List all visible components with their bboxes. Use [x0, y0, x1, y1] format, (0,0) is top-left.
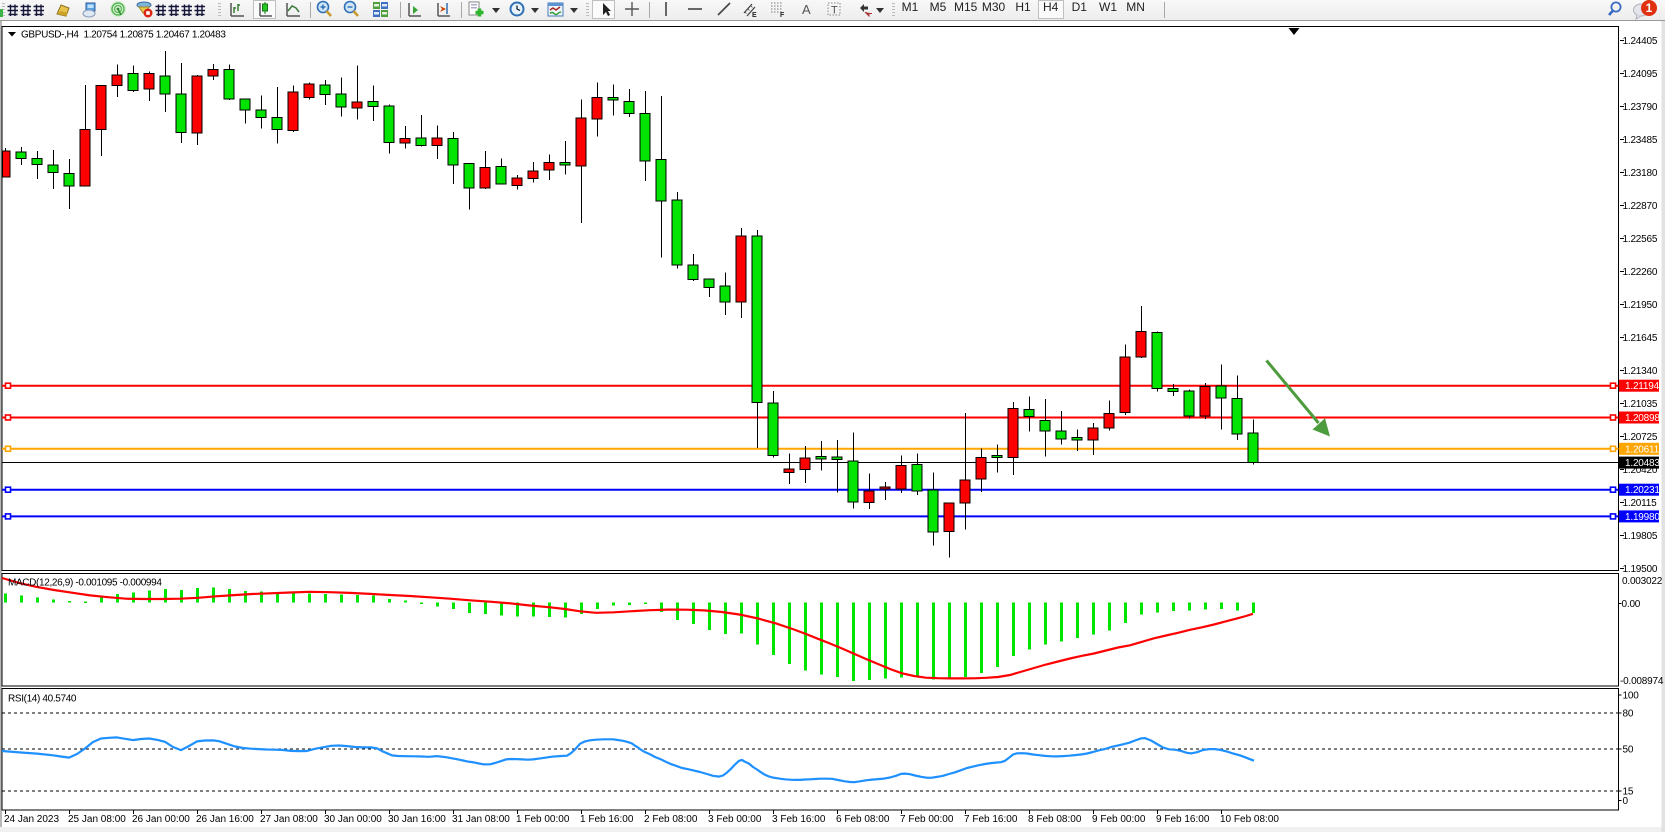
svg-text:1.19500: 1.19500: [1623, 564, 1658, 575]
svg-text:1.24095: 1.24095: [1623, 69, 1658, 80]
svg-text:50: 50: [1623, 744, 1634, 755]
svg-text:1.20231: 1.20231: [1625, 485, 1660, 496]
svg-text:1.24405: 1.24405: [1623, 36, 1658, 47]
svg-text:1.19980: 1.19980: [1625, 512, 1660, 523]
svg-text:1.23485: 1.23485: [1623, 135, 1658, 146]
svg-text:GBPUSD-,H4 1.20754 1.20875 1.: GBPUSD-,H4 1.20754 1.20875 1.20467 1.204…: [21, 30, 226, 41]
svg-text:30 Jan 00:00: 30 Jan 00:00: [324, 814, 382, 825]
svg-text:6 Feb 08:00: 6 Feb 08:00: [836, 814, 890, 825]
svg-text:7 Feb 16:00: 7 Feb 16:00: [964, 814, 1018, 825]
svg-text:MACD(12,26,9) -0.001095 -0.000: MACD(12,26,9) -0.001095 -0.000994: [8, 578, 162, 589]
svg-text:80: 80: [1623, 709, 1634, 720]
svg-text:9 Feb 00:00: 9 Feb 00:00: [1092, 814, 1146, 825]
svg-text:15: 15: [1623, 787, 1634, 798]
svg-text:F: F: [780, 12, 785, 19]
svg-text:1.21340: 1.21340: [1623, 366, 1658, 377]
svg-text:-0.008974: -0.008974: [1620, 676, 1664, 687]
svg-text:1.21035: 1.21035: [1623, 399, 1658, 410]
svg-text:E: E: [752, 12, 757, 19]
svg-text:T: T: [831, 5, 838, 17]
svg-text:26 Jan 00:00: 26 Jan 00:00: [132, 814, 190, 825]
svg-text:1 Feb 00:00: 1 Feb 00:00: [516, 814, 570, 825]
svg-text:27 Jan 08:00: 27 Jan 08:00: [260, 814, 318, 825]
svg-text:10 Feb 08:00: 10 Feb 08:00: [1220, 814, 1279, 825]
svg-text:8 Feb 08:00: 8 Feb 08:00: [1028, 814, 1082, 825]
svg-text:1.20420: 1.20420: [1623, 465, 1658, 476]
svg-text:9 Feb 16:00: 9 Feb 16:00: [1156, 814, 1210, 825]
svg-text:7 Feb 00:00: 7 Feb 00:00: [900, 814, 954, 825]
svg-text:24 Jan 2023: 24 Jan 2023: [4, 814, 59, 825]
svg-text:1.20115: 1.20115: [1623, 498, 1658, 509]
svg-text:0.00: 0.00: [1622, 599, 1641, 610]
svg-text:1.21194: 1.21194: [1625, 381, 1660, 392]
svg-text:25 Jan 08:00: 25 Jan 08:00: [68, 814, 126, 825]
svg-text:31 Jan 08:00: 31 Jan 08:00: [452, 814, 510, 825]
svg-text:A: A: [802, 2, 811, 17]
svg-text:1.19805: 1.19805: [1623, 531, 1658, 542]
svg-text:3 Feb 16:00: 3 Feb 16:00: [772, 814, 826, 825]
svg-text:1.21645: 1.21645: [1623, 333, 1658, 344]
svg-text:1.22870: 1.22870: [1623, 201, 1658, 212]
svg-text:30 Jan 16:00: 30 Jan 16:00: [388, 814, 446, 825]
svg-text:1.20611: 1.20611: [1625, 444, 1660, 455]
svg-text:1.22565: 1.22565: [1623, 234, 1658, 245]
svg-text:3 Feb 00:00: 3 Feb 00:00: [708, 814, 762, 825]
svg-text:100: 100: [1623, 691, 1640, 702]
svg-text:1.23790: 1.23790: [1623, 102, 1658, 113]
svg-text:1.20898: 1.20898: [1625, 413, 1660, 424]
svg-text:1.21950: 1.21950: [1623, 300, 1658, 311]
svg-text:1 Feb 16:00: 1 Feb 16:00: [580, 814, 634, 825]
svg-text:1.22260: 1.22260: [1623, 267, 1658, 278]
svg-text:2 Feb 08:00: 2 Feb 08:00: [644, 814, 698, 825]
svg-text:1.20483: 1.20483: [1625, 458, 1660, 469]
svg-text:1.20725: 1.20725: [1623, 432, 1658, 443]
svg-text:0: 0: [1623, 796, 1629, 807]
svg-text:RSI(14) 40.5740: RSI(14) 40.5740: [8, 694, 77, 705]
svg-text:0.003022: 0.003022: [1622, 576, 1663, 587]
svg-text:26 Jan 16:00: 26 Jan 16:00: [196, 814, 254, 825]
svg-text:1.23180: 1.23180: [1623, 168, 1658, 179]
